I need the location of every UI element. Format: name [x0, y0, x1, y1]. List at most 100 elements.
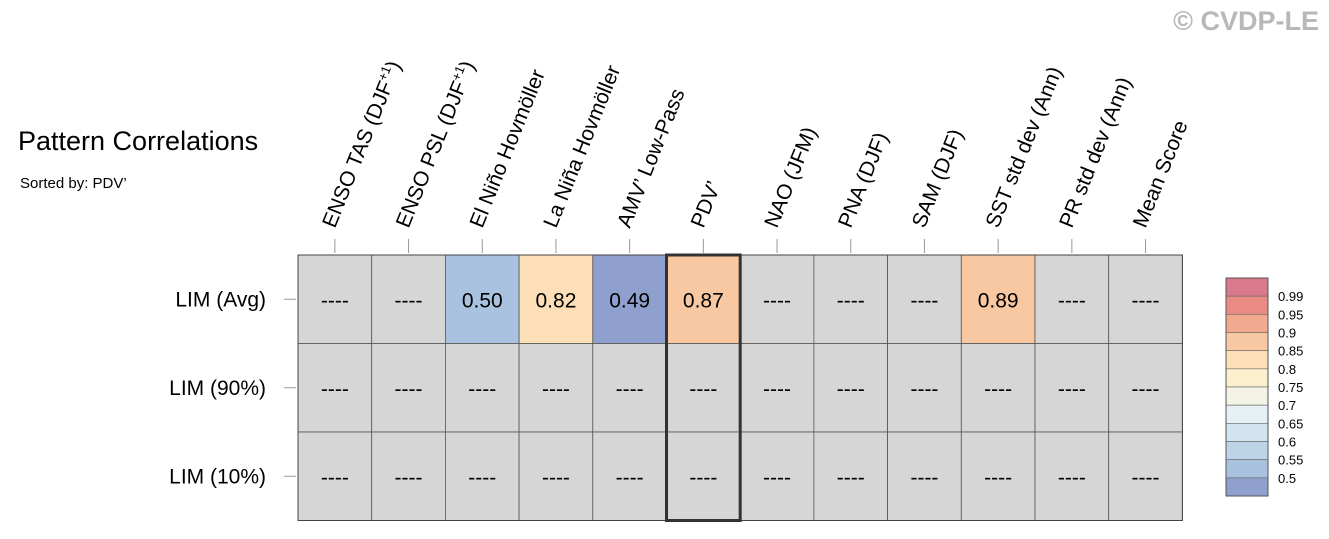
heatmap-cell: [1108, 343, 1183, 433]
cell-value-label: 0.82: [536, 289, 577, 312]
heatmap-cell: [592, 431, 667, 521]
heatmap-cell: [371, 431, 446, 521]
column-label: El Niño Hovmöller: [466, 66, 550, 230]
heatmap-cell: [887, 431, 962, 521]
cell-value-label: ----: [321, 466, 349, 489]
heatmap-cell: [518, 254, 594, 344]
cell-value-label: ----: [395, 289, 423, 312]
heatmap-cell: [887, 254, 962, 344]
cell-value-label: ----: [395, 378, 423, 401]
heatmap-cell: [592, 254, 667, 344]
cell-value-label: ----: [910, 466, 938, 489]
heatmap-cell: [666, 431, 741, 521]
cell-value-label: ----: [763, 289, 791, 312]
colorbar-swatch: [1225, 386, 1269, 406]
heatmap-cells: ---- ---- 0.50 0.82 0.49 0.87 ---- ---- ---- 0.89…: [297, 253, 1183, 522]
cell-value-label: ----: [910, 378, 938, 401]
cell-value-label: ----: [1132, 289, 1160, 312]
colorbar-tick-label: 0.85: [1278, 344, 1303, 359]
column-label: La Niña Hovmöller: [539, 62, 625, 231]
cell-value-label: ----: [763, 378, 791, 401]
cell-value-label: ----: [763, 466, 791, 489]
colorbar-tick-label: 0.65: [1278, 416, 1303, 431]
colorbar-tick-label: 0.95: [1278, 307, 1303, 322]
cell-value-label: ----: [910, 289, 938, 312]
cell-value-label: ----: [837, 289, 865, 312]
sorted-column-highlight: [665, 253, 742, 522]
column-label: PR std dev (Ann): [1055, 74, 1136, 231]
heatmap-cell: [739, 431, 815, 521]
colorbar-swatch: [1225, 277, 1269, 297]
column-label: AMV’ Low-Pass: [613, 86, 690, 231]
heatmap-cell: [666, 254, 741, 344]
heatmap-cell: [444, 254, 520, 344]
column-label: SST std dev (Ann): [981, 64, 1066, 231]
heatmap-cell: [739, 254, 815, 344]
cell-value-label: ----: [689, 378, 717, 401]
cell-value-label: ----: [542, 466, 570, 489]
row-label: LIM (90%): [169, 377, 266, 400]
cell-value-label: ----: [984, 378, 1012, 401]
heatmap-cell: [371, 343, 446, 433]
colorbar-tick-label: 0.6: [1278, 435, 1296, 450]
colorbar-tick-label: 0.55: [1278, 453, 1303, 468]
cell-value-label: ----: [616, 466, 644, 489]
cell-value-label: ----: [689, 466, 717, 489]
cell-value-label: ----: [542, 378, 570, 401]
colorbar-swatch: [1225, 404, 1269, 424]
colorbar-tick-label: 0.8: [1278, 362, 1296, 377]
heatmap-cell: [666, 343, 741, 433]
heatmap-cell: [960, 343, 1036, 433]
cell-value-label: 0.87: [683, 289, 724, 312]
heatmap-cell: [592, 343, 667, 433]
heatmap-cell: [813, 343, 889, 433]
column-label: SAM (DJF): [908, 126, 968, 231]
colorbar: 0.99 0.95 0.9 0.85 0.8 0.75 0.7 0.65 0.6 0.55 0.5: [1225, 277, 1303, 497]
heatmap-cell: [297, 254, 373, 344]
cell-value-label: ----: [321, 378, 349, 401]
colorbar-tick-label: 0.7: [1278, 398, 1296, 413]
colorbar-tick-label: 0.9: [1278, 326, 1296, 341]
colorbar-swatch: [1225, 477, 1269, 497]
cell-value-label: ----: [837, 378, 865, 401]
column-labels: ENSO TAS (DJF+1)ENSO PSL (DJF+1)El Niño …: [316, 57, 1193, 253]
column-label: Mean Score: [1129, 117, 1193, 231]
row-label: LIM (10%): [169, 465, 266, 488]
heatmap-cell: [297, 431, 373, 521]
colorbar-swatch: [1225, 441, 1269, 460]
column-label: PDV’: [687, 178, 726, 231]
cell-value-label: ----: [468, 378, 496, 401]
heatmap-cell: [518, 343, 594, 433]
row-label: LIM (Avg): [175, 288, 266, 311]
heatmap-cell: [1034, 343, 1110, 433]
column-label: ENSO PSL (DJF+1): [390, 57, 480, 231]
colorbar-tick-label: 0.5: [1278, 471, 1296, 486]
cell-value-label: ----: [984, 466, 1012, 489]
column-label: PNA (DJF): [834, 129, 893, 231]
colorbar-swatch: [1225, 350, 1269, 370]
cell-value-label: ----: [1058, 289, 1086, 312]
colorbar-border: [1225, 277, 1269, 497]
cell-value-label: ----: [1058, 378, 1086, 401]
heatmap-cell: [960, 254, 1036, 344]
heatmap-cell: [813, 254, 889, 344]
cell-value-label: ----: [837, 466, 865, 489]
cell-value-label: 0.49: [609, 289, 650, 312]
cell-value-label: ----: [395, 466, 423, 489]
colorbar-swatch: [1225, 314, 1269, 333]
colorbar-tick-label: 0.75: [1278, 380, 1303, 395]
column-label: ENSO TAS (DJF+1): [316, 57, 406, 231]
heatmap-cell: [887, 343, 962, 433]
cell-value-label: ----: [616, 378, 644, 401]
heatmap-cell: [444, 431, 520, 521]
chart-title: Pattern Correlations: [18, 126, 259, 156]
cell-value-label: ----: [1058, 466, 1086, 489]
colorbar-swatch: [1225, 332, 1269, 351]
chart-subtitle: Sorted by: PDV’: [20, 175, 127, 192]
cell-value-label: 0.89: [978, 289, 1019, 312]
row-labels: LIM (Avg) LIM (90%) LIM (10%): [169, 288, 296, 488]
cell-value-label: ----: [1132, 378, 1160, 401]
colorbar-swatch: [1225, 368, 1269, 388]
